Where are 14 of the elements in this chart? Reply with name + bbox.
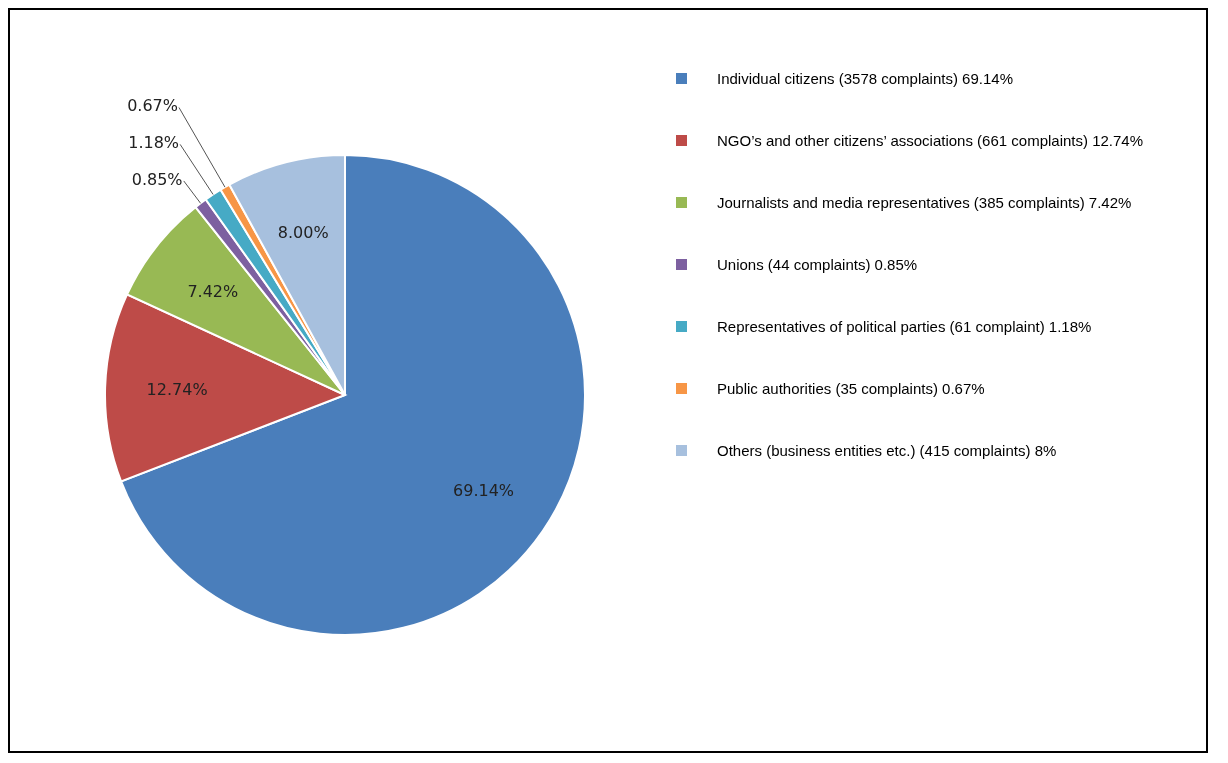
data-label: 1.18% [128,133,180,153]
legend-label: Journalists and media representatives (385 complaints) 7.42% [717,194,1132,211]
data-label: 8.00% [277,222,329,242]
data-label: 69.14% [453,480,515,500]
legend-label: NGO’s and other citizens’ associations (661 complaints) 12.74% [717,132,1144,149]
data-label: 12.74% [146,380,208,400]
legend-label: Representatives of political parties (61 complaint) 1.18% [717,318,1092,335]
legend-label: Others (business entities etc.) (415 complaints) 8% [717,442,1057,459]
data-label: 7.42% [187,281,239,301]
legend-label: Unions (44 complaints) 0.85% [717,256,918,273]
legend-label: Public authorities (35 complaints) 0.67% [717,380,985,397]
legend-label: Individual citizens (3578 complaints) 69.14% [717,70,1013,87]
data-label: 0.85% [131,169,183,189]
data-label: 0.67% [127,96,178,116]
